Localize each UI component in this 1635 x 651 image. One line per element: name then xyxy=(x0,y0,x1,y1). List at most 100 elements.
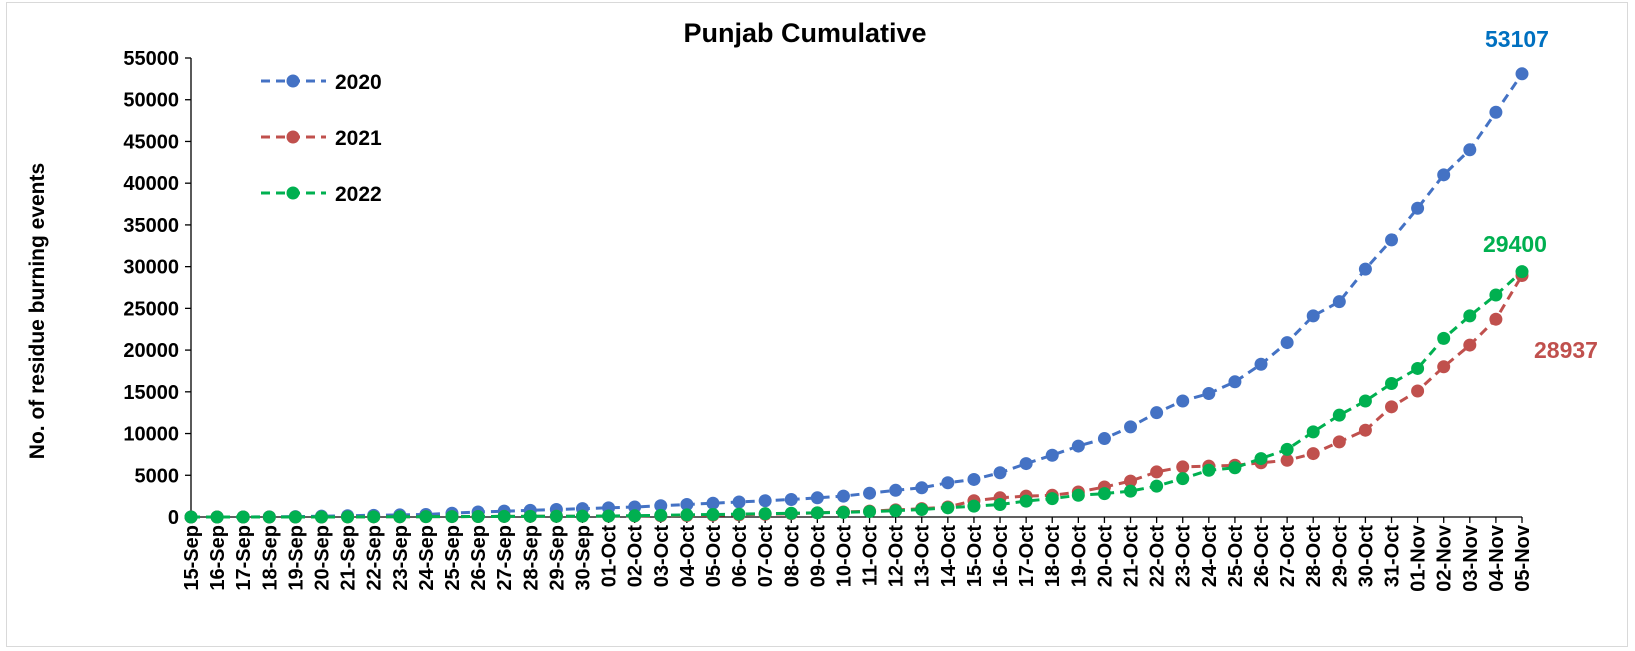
data-point-2022 xyxy=(1097,487,1111,501)
data-point-2022 xyxy=(1358,394,1372,408)
y-tick-label: 20000 xyxy=(123,340,179,362)
data-point-2022 xyxy=(1045,492,1059,506)
data-point-2022 xyxy=(993,497,1007,511)
data-point-2021 xyxy=(1437,360,1451,374)
data-label-2020: 53107 xyxy=(1485,26,1549,52)
data-point-2022 xyxy=(732,507,746,521)
chart-title: Punjab Cumulative xyxy=(683,18,926,48)
x-tick-label: 10-Oct xyxy=(833,525,855,588)
data-point-2022 xyxy=(288,510,302,524)
axes: 0 5000 10000 15000 20000 25000 30000 35000 40000… xyxy=(123,48,1534,592)
data-point-2022 xyxy=(236,510,250,524)
data-point-2020 xyxy=(993,466,1007,480)
data-point-2020 xyxy=(1071,439,1085,453)
x-tick-label: 20-Sep xyxy=(311,525,333,591)
legend: 2020 2021 2022 xyxy=(261,71,382,206)
data-point-2022 xyxy=(915,502,929,516)
data-point-2020 xyxy=(1358,262,1372,276)
x-tick-label: 02-Nov xyxy=(1434,524,1456,592)
series-2022 xyxy=(184,265,1529,524)
y-tick-label: 10000 xyxy=(123,424,179,446)
data-point-2022 xyxy=(628,509,642,523)
x-tick-label: 03-Nov xyxy=(1460,524,1482,592)
x-tick-label: 23-Oct xyxy=(1173,525,1195,588)
data-point-2022 xyxy=(784,506,798,520)
x-tick-label: 17-Sep xyxy=(233,525,255,591)
series-line-2020 xyxy=(191,72,1524,519)
x-tick-label: 06-Oct xyxy=(729,525,751,588)
data-point-2021 xyxy=(1280,453,1294,467)
data-point-2022 xyxy=(1124,484,1138,498)
legend-entry-2022: 2022 xyxy=(261,183,382,206)
x-tick-label: 15-Oct xyxy=(964,525,986,588)
x-tick-label: 28-Sep xyxy=(520,525,542,591)
x-tick-label: 05-Oct xyxy=(703,525,725,588)
data-point-2020 xyxy=(1306,309,1320,323)
data-point-2021 xyxy=(1411,384,1425,398)
data-point-2022 xyxy=(758,507,772,521)
x-tick-label: 29-Oct xyxy=(1329,525,1351,588)
data-point-2022 xyxy=(314,510,328,524)
x-tick-label: 04-Oct xyxy=(677,525,699,588)
data-point-2020 xyxy=(941,476,955,490)
x-tick-label: 25-Sep xyxy=(442,525,464,591)
x-tick-label: 18-Sep xyxy=(259,525,281,591)
data-point-2020 xyxy=(1385,233,1399,247)
data-point-2022 xyxy=(836,505,850,519)
data-point-2020 xyxy=(1176,394,1190,408)
data-point-2022 xyxy=(1202,463,1216,477)
data-point-2022 xyxy=(1515,265,1529,279)
x-tick-label: 30-Sep xyxy=(572,525,594,591)
data-point-2022 xyxy=(1228,461,1242,475)
data-point-2022 xyxy=(680,508,694,522)
data-point-2022 xyxy=(1385,376,1399,390)
data-point-2022 xyxy=(445,510,459,524)
data-point-2020 xyxy=(1019,457,1033,471)
legend-marker-2020 xyxy=(286,74,300,88)
y-tick-label: 0 xyxy=(168,507,179,529)
legend-marker-2021 xyxy=(286,130,300,144)
x-tick-label: 12-Oct xyxy=(886,525,908,588)
data-point-2022 xyxy=(341,510,355,524)
data-point-2022 xyxy=(393,510,407,524)
x-tick-label: 22-Sep xyxy=(364,525,386,591)
data-label-2022: 29400 xyxy=(1483,231,1547,257)
data-point-2021 xyxy=(1489,312,1503,326)
data-point-2020 xyxy=(758,494,772,508)
x-tick-label: 21-Oct xyxy=(1121,525,1143,588)
series-line-2022 xyxy=(191,270,1524,519)
data-point-2020 xyxy=(836,489,850,503)
y-axis-label: No. of residue burning events xyxy=(26,163,49,459)
x-tick-label: 16-Oct xyxy=(990,525,1012,588)
data-point-2020 xyxy=(1228,375,1242,389)
data-point-2022 xyxy=(1071,488,1085,502)
legend-label-2020: 2020 xyxy=(335,71,382,94)
data-point-2022 xyxy=(1019,494,1033,508)
data-point-2022 xyxy=(1254,452,1268,466)
data-point-2021 xyxy=(1150,465,1164,479)
data-point-2022 xyxy=(1280,442,1294,456)
data-point-2022 xyxy=(1150,479,1164,493)
data-point-2020 xyxy=(863,486,877,500)
data-point-2022 xyxy=(967,499,981,513)
x-tick-label: 02-Oct xyxy=(625,525,647,588)
data-point-2020 xyxy=(1411,201,1425,215)
x-tick-label: 01-Oct xyxy=(599,525,621,588)
data-point-2022 xyxy=(1437,331,1451,345)
data-point-2021 xyxy=(1124,474,1138,488)
data-point-2020 xyxy=(1437,168,1451,182)
x-tick-label: 15-Sep xyxy=(181,525,203,591)
x-tick-label: 09-Oct xyxy=(807,525,829,588)
data-point-2020 xyxy=(1150,406,1164,420)
data-point-2020 xyxy=(1463,143,1477,157)
data-point-2022 xyxy=(184,510,198,524)
data-point-2020 xyxy=(1045,448,1059,462)
data-point-2020 xyxy=(889,483,903,497)
x-tick-label: 29-Sep xyxy=(546,525,568,591)
data-point-2020 xyxy=(967,472,981,486)
x-tick-label: 23-Sep xyxy=(390,525,412,591)
x-tick-label: 05-Nov xyxy=(1512,524,1534,592)
y-tick-label: 50000 xyxy=(123,90,179,112)
x-tick-label: 19-Sep xyxy=(285,525,307,591)
